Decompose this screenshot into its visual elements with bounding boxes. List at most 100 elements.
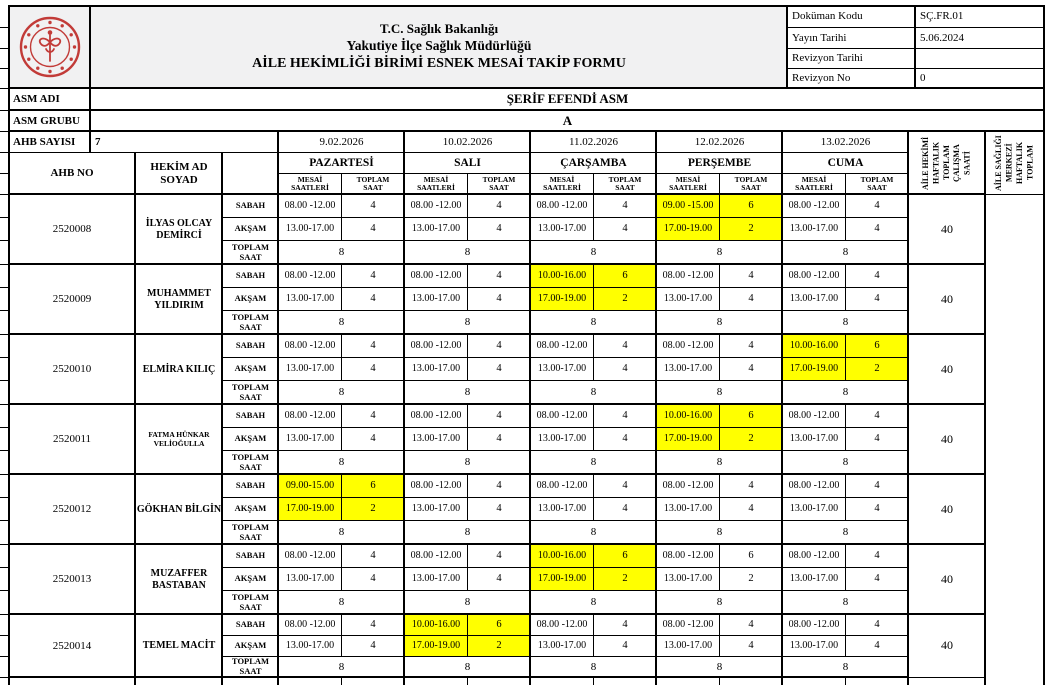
margin-tick: [0, 474, 8, 475]
aksam-time-cell: 17.00-19.00: [530, 567, 594, 591]
aksam-hours-cell: 4: [593, 357, 657, 381]
ahb-no-cell: 2520009: [8, 264, 136, 335]
aksam-hours-cell: 4: [593, 497, 657, 521]
grid-rule: [8, 5, 1045, 7]
weekly-total-cell: 40: [908, 334, 986, 405]
margin-tick: [0, 544, 8, 545]
sabah-hours-cell: 4: [341, 404, 405, 428]
weekly-total-cell: 40: [908, 614, 986, 678]
sabah-hours-cell: 4: [845, 264, 909, 288]
sabah-hours-cell: 4: [467, 544, 531, 568]
sabah-time-cell: 08.00 -12.00: [278, 194, 342, 218]
shift-label-toplam: TOPLAM SAAT: [222, 240, 279, 265]
aksam-hours-cell: 2: [341, 497, 405, 521]
shift-label-toplam: TOPLAM SAAT: [222, 656, 279, 678]
sabah-hours-cell: 6: [845, 334, 909, 358]
sabah-time-cell: 08.00 -12.00: [656, 264, 720, 288]
aksam-time-cell: 13.00-17.00: [278, 357, 342, 381]
grid-rule: [134, 152, 136, 685]
margin-tick: [0, 131, 8, 132]
aksam-hours-cell: 2: [593, 287, 657, 311]
sabah-hours-cell: 4: [467, 474, 531, 498]
sabah-hours-cell: 6: [719, 544, 783, 568]
margin-tick: [0, 68, 8, 69]
sabah-hours-cell: 6: [341, 474, 405, 498]
grid-rule: [8, 333, 986, 335]
hekim-header: HEKİM AD SOYAD: [135, 152, 223, 195]
sabah-hours-cell: 4: [467, 194, 531, 218]
aksam-hours-cell: 4: [341, 567, 405, 591]
sabah-time-cell: 08.00 -12.00: [782, 614, 846, 636]
margin-tick: [0, 567, 8, 568]
margin-tick: [0, 152, 8, 153]
date-cell: 12.02.2026: [656, 131, 783, 153]
aksam-time-cell: 13.00-17.00: [530, 497, 594, 521]
toplam-saat-header: TOPLAM SAAT: [845, 173, 909, 195]
aksam-time-cell: 17.00-19.00: [530, 287, 594, 311]
shift-label-sabah: SABAH: [222, 264, 279, 288]
aksam-time-cell: 13.00-17.00: [656, 497, 720, 521]
sabah-hours-cell: 4: [845, 614, 909, 636]
day-name-cell: CUMA: [782, 152, 909, 174]
aksam-hours-cell: 4: [719, 357, 783, 381]
shift-label-aksam: AKŞAM: [222, 427, 279, 451]
grid-rule: [655, 131, 657, 685]
sabah-time-cell: 08.00 -12.00: [404, 264, 468, 288]
publish-date-label: Yayın Tarihi: [787, 27, 916, 49]
ahb-no-cell: 2520014: [8, 614, 136, 678]
daily-total-cell: 8: [656, 520, 783, 545]
doctor-name-cell: TEMEL MACİT: [135, 614, 223, 678]
grid-rule: [984, 131, 986, 685]
grid-rule: [8, 473, 986, 475]
aksam-hours-cell: 4: [845, 635, 909, 657]
ahb-no-cell: 2520008: [8, 194, 136, 265]
margin-tick: [593, 677, 594, 685]
sabah-time-cell: 08.00 -12.00: [656, 614, 720, 636]
sabah-hours-cell: 4: [467, 264, 531, 288]
margin-tick: [0, 614, 8, 615]
revision-no-label: Revizyon No: [787, 68, 916, 89]
grid-rule: [8, 5, 10, 685]
aksam-hours-cell: 4: [593, 427, 657, 451]
sabah-time-cell: 08.00 -12.00: [404, 334, 468, 358]
shift-label-sabah: SABAH: [222, 194, 279, 218]
sabah-hours-cell: 4: [845, 404, 909, 428]
aksam-hours-cell: 4: [467, 567, 531, 591]
doctor-name-cell: MUZAFFER BASTABAN: [135, 544, 223, 615]
sabah-hours-cell: 6: [593, 264, 657, 288]
sabah-hours-cell: 4: [845, 474, 909, 498]
grid-rule: [89, 5, 91, 153]
mesai-saatleri-header: MESAİ SAATLERİ: [656, 173, 720, 195]
daily-total-cell: 8: [782, 520, 909, 545]
shift-label-sabah: SABAH: [222, 334, 279, 358]
sabah-time-cell: 08.00 -12.00: [656, 544, 720, 568]
doctor-name-cell: ELMİRA KILIÇ: [135, 334, 223, 405]
day-name-cell: ÇARŞAMBA: [530, 152, 657, 174]
grid-rule: [786, 5, 788, 89]
grid-rule: [781, 131, 783, 685]
daily-total-cell: 8: [278, 520, 405, 545]
ahb-no-cell: 2520012: [8, 474, 136, 545]
doctor-name-cell: MUHAMMET YILDIRIM: [135, 264, 223, 335]
aksam-time-cell: 13.00-17.00: [782, 567, 846, 591]
shift-label-aksam: AKŞAM: [222, 287, 279, 311]
daily-total-cell: 8: [656, 380, 783, 405]
aksam-time-cell: 13.00-17.00: [782, 217, 846, 241]
grid-rule: [8, 130, 1045, 132]
margin-tick: [0, 590, 8, 591]
weekly-total-cell: 40: [908, 194, 986, 265]
doc-code-label: Doküman Kodu: [787, 5, 916, 28]
sabah-time-cell: 08.00 -12.00: [278, 404, 342, 428]
sabah-hours-cell: 4: [719, 614, 783, 636]
shift-label-toplam: TOPLAM SAAT: [222, 520, 279, 545]
asm-group-value: A: [90, 110, 1045, 132]
grid-rule: [8, 193, 986, 195]
date-cell: 9.02.2026: [278, 131, 405, 153]
daily-total-cell: 8: [656, 240, 783, 265]
grid-rule: [529, 131, 531, 685]
ministry-logo: [8, 5, 91, 89]
margin-tick: [0, 404, 8, 405]
margin-tick: [0, 194, 8, 195]
margin-tick: [0, 27, 8, 28]
